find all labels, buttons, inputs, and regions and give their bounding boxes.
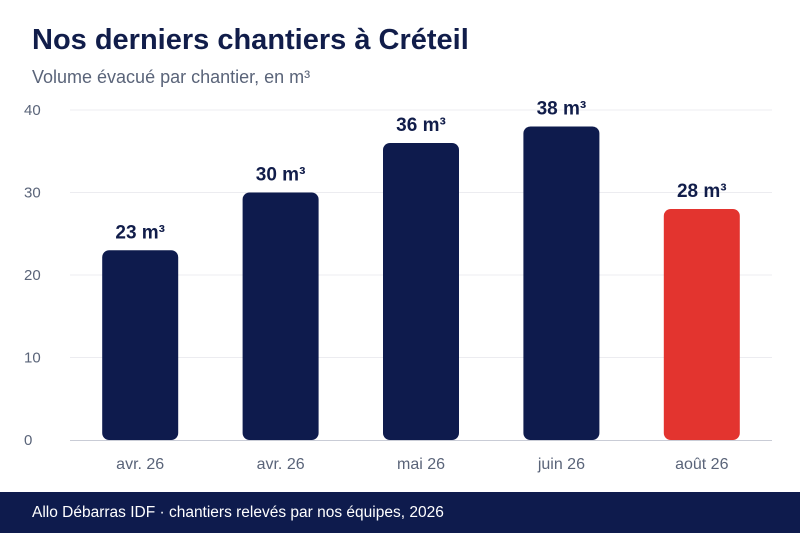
x-tick-label: juin 26	[537, 456, 585, 473]
bar	[383, 143, 459, 440]
y-tick-label: 30	[24, 185, 41, 202]
bar	[663, 209, 740, 440]
y-tick-label: 40	[24, 102, 41, 119]
bar	[102, 250, 179, 440]
bar	[242, 192, 319, 440]
y-tick-label: 10	[24, 350, 41, 367]
x-tick-label: avr. 26	[257, 456, 305, 473]
y-tick-label: 0	[24, 432, 32, 449]
x-tick-label: avr. 26	[116, 456, 164, 473]
data-label: 28 m³	[677, 181, 727, 202]
footer-bar: Allo Débarras IDF · chantiers relevés pa…	[0, 492, 800, 533]
data-label: 36 m³	[396, 115, 446, 136]
footer-source-text: Allo Débarras IDF · chantiers relevés pa…	[32, 504, 444, 521]
data-label: 23 m³	[115, 222, 165, 243]
bar-chart: 0 10 20 30 40 23 m³ avr. 26 30 m³ avr. 26 36 m³ ma…	[24, 99, 772, 473]
chart-subtitle: Volume évacué par chantier, en m³	[32, 67, 311, 87]
data-label: 38 m³	[537, 99, 587, 120]
x-tick-label: août 26	[675, 456, 728, 473]
x-tick-label: mai 26	[397, 456, 445, 473]
y-tick-label: 20	[24, 267, 41, 284]
chart-title: Nos derniers chantiers à Créteil	[32, 24, 469, 56]
data-label: 30 m³	[256, 165, 306, 186]
bar	[523, 126, 600, 440]
